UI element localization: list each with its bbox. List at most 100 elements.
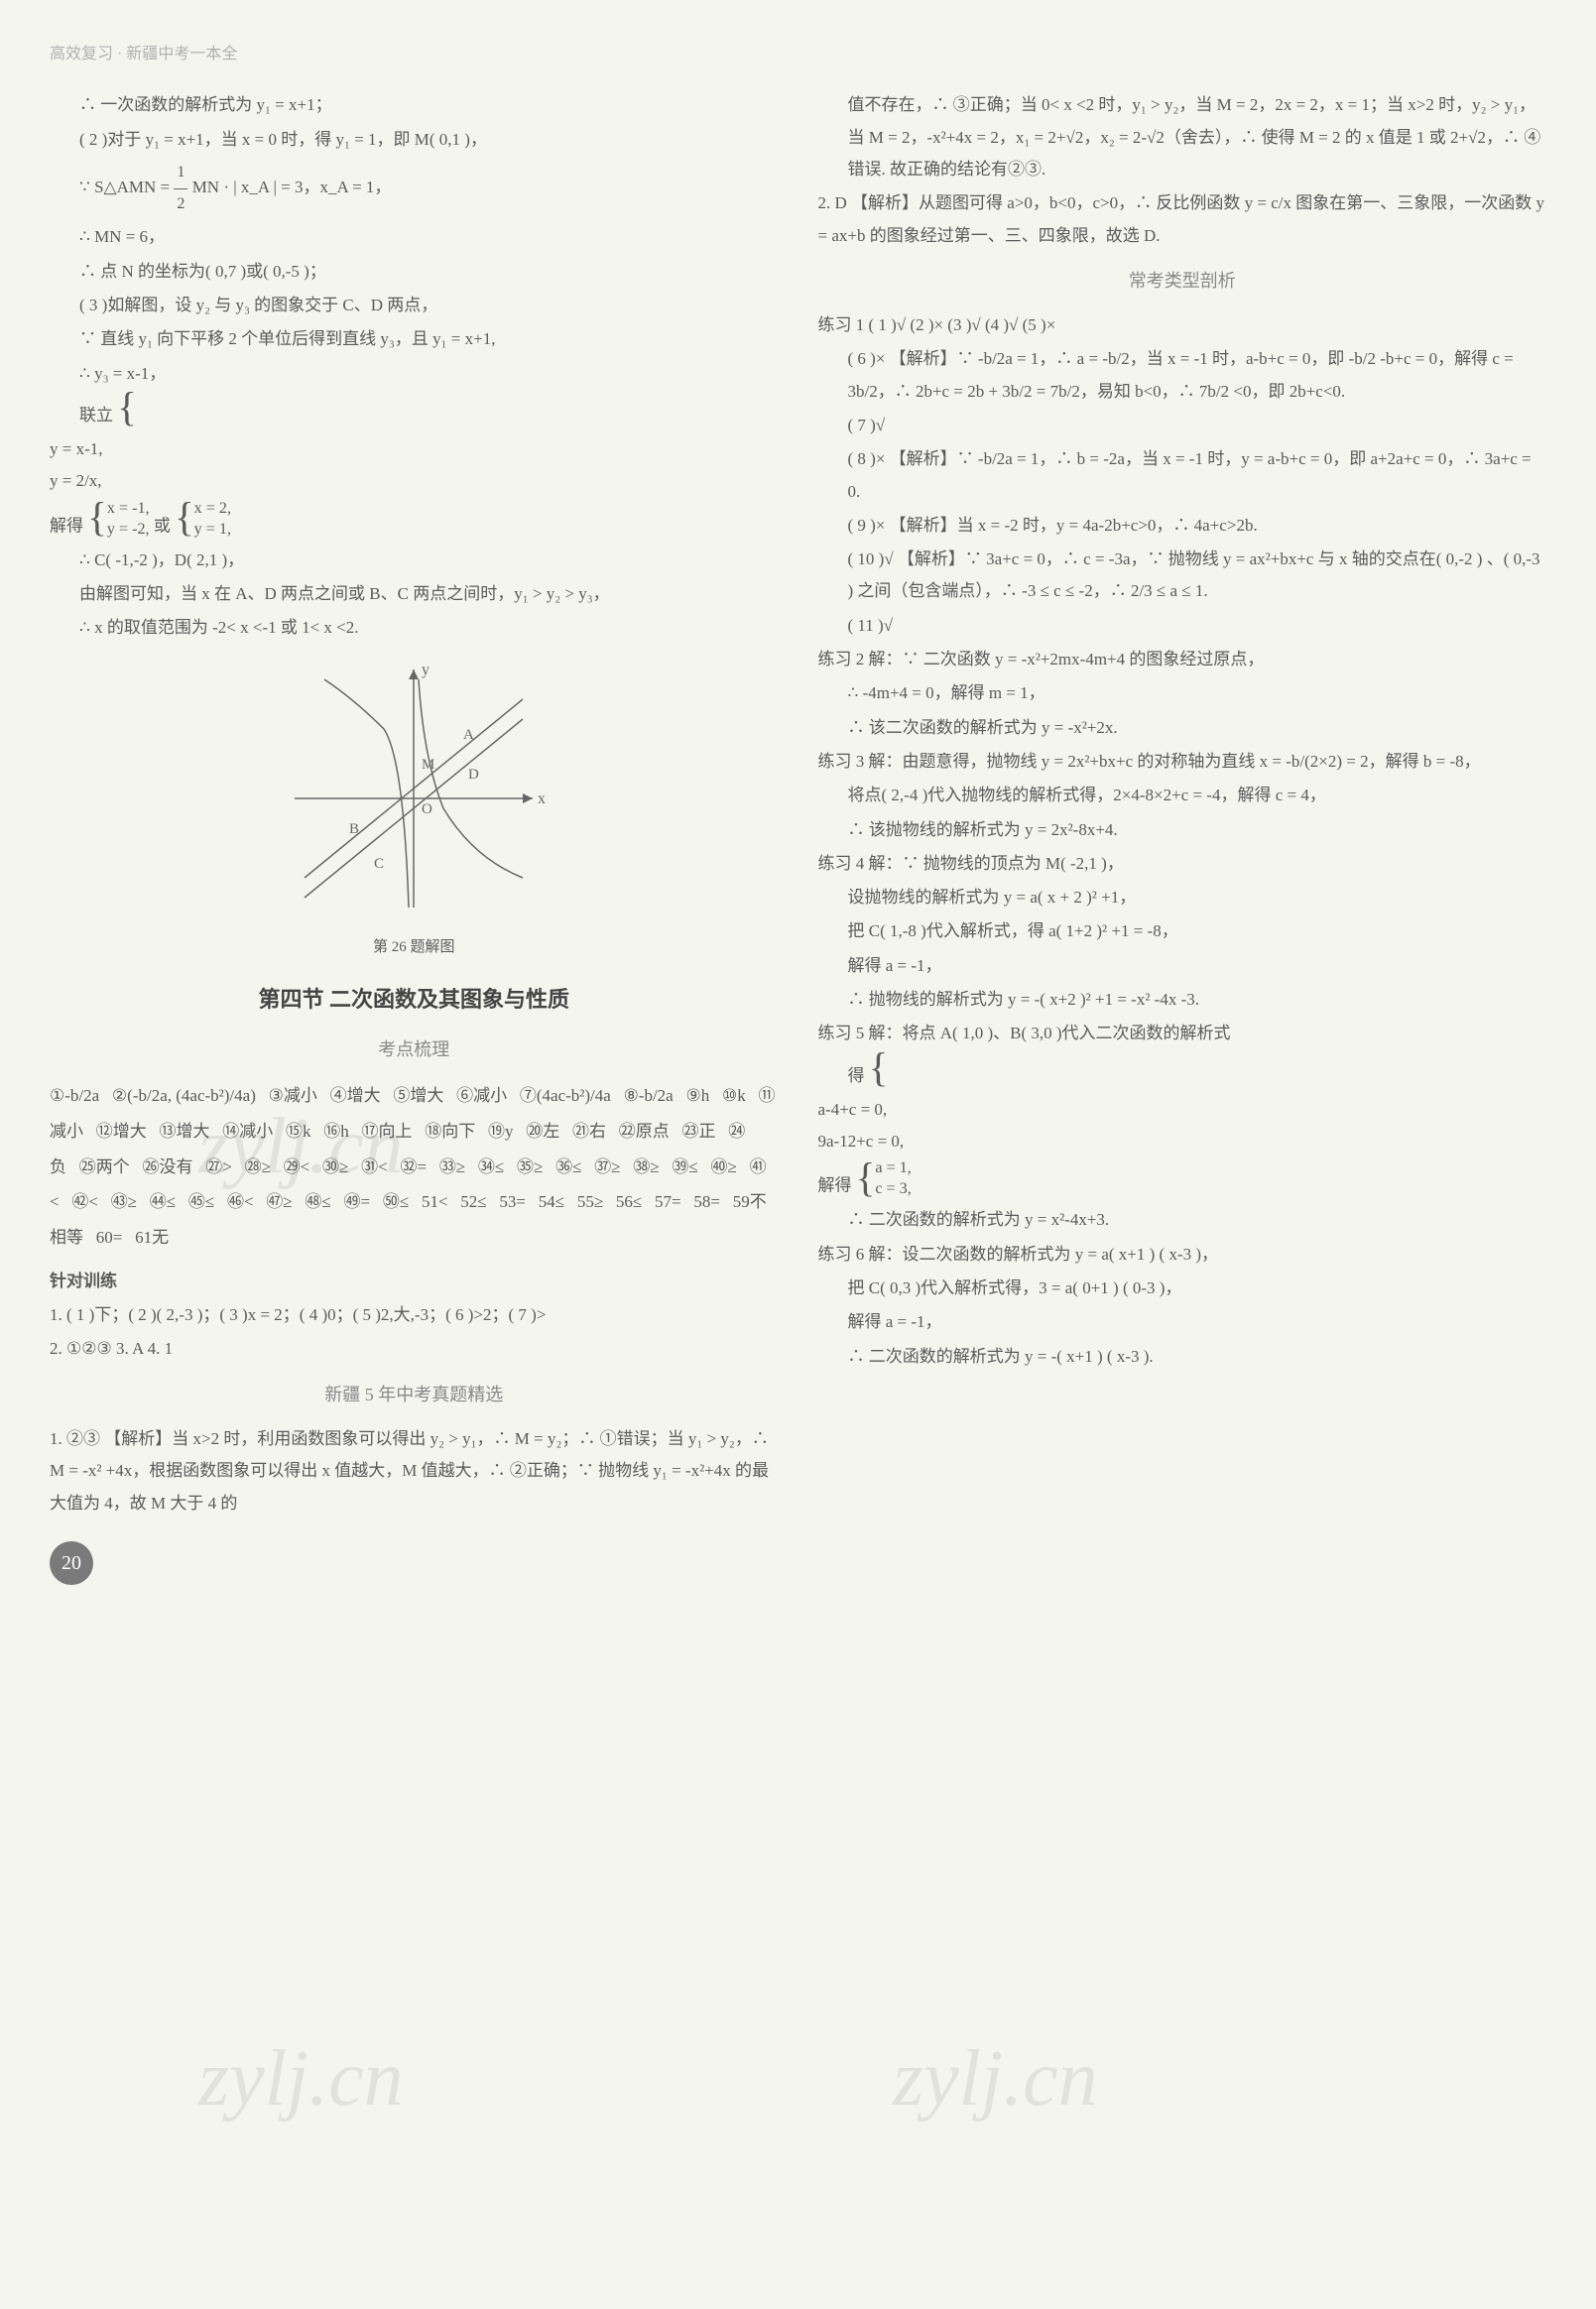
- watermark: zylj.cn: [893, 2004, 1098, 2154]
- kaodian-item: ㊲≥: [594, 1157, 633, 1176]
- kaodian-item: ㊱≤: [555, 1157, 594, 1176]
- kaodian-item: ㉛<: [361, 1157, 400, 1176]
- line: 练习 5 解：将点 A( 1,0 )、B( 3,0 )代入二次函数的解析式: [818, 1018, 1547, 1049]
- kaodian-item: ⑰向上: [362, 1122, 426, 1141]
- eq: a-4+c = 0,: [818, 1094, 1547, 1126]
- equation-system: {: [869, 1052, 889, 1085]
- kaodian-item: ⑮k: [286, 1122, 323, 1141]
- kaodian-item: ㉘≥: [245, 1157, 284, 1176]
- kaodian-item: ㊻<: [227, 1192, 266, 1211]
- kaodian-item: ㊴≤: [672, 1157, 710, 1176]
- text: ∵ S△AMN =: [79, 178, 170, 196]
- line: ∵ S△AMN = 1 2 MN · | x_A | = 3，x_A = 1，: [50, 158, 779, 219]
- kaodian-item: ㊺≤: [188, 1192, 227, 1211]
- line: ∴ 点 N 的坐标为( 0,7 )或( 0,-5 )；: [50, 256, 779, 288]
- kaodian-item: ㉚≥: [322, 1157, 361, 1176]
- watermark: zylj.cn: [198, 2004, 404, 2154]
- line: 把 C( 0,3 )代入解析式得，3 = a( 0+1 ) ( 0-3 )，: [818, 1273, 1547, 1304]
- kaodian-item: ㉙<: [284, 1157, 322, 1176]
- line: ∴ 抛物线的解析式为 y = -( x+2 )² +1 = -x² -4x -3…: [818, 984, 1547, 1016]
- kaodian-item: 57=: [655, 1192, 693, 1211]
- point-label: O: [422, 801, 432, 817]
- right-column: 值不存在，∴ ③正确；当 0< x <2 时，y₁ > y₂，当 M = 2，2…: [818, 89, 1547, 1520]
- kaodian-item: ⑯h: [323, 1122, 361, 1141]
- kaodian-item: ㊾=: [344, 1192, 383, 1211]
- kaodian-item: ㉓正: [682, 1122, 729, 1141]
- kaodian-item: ⑧-b/2a: [624, 1086, 686, 1105]
- line: ∴ MN = 6，: [50, 221, 779, 253]
- line: ( 8 )× 【解析】∵ -b/2a = 1，∴ b = -2a，当 x = -…: [818, 443, 1547, 508]
- zhendui-title: 针对训练: [50, 1266, 779, 1297]
- kaodian-item: ㉟≥: [517, 1157, 555, 1176]
- line: ( 10 )√ 【解析】∵ 3a+c = 0，∴ c = -3a，∵ 抛物线 y…: [818, 544, 1547, 608]
- line: ( 7 )√: [818, 410, 1547, 441]
- kaodian-item: ㉜=: [400, 1157, 438, 1176]
- kaodian-item: ㊽≤: [305, 1192, 343, 1211]
- line: 练习 4 解：∵ 抛物线的顶点为 M( -2,1 )，: [818, 848, 1547, 880]
- line: 练习 2 解：∵ 二次函数 y = -x²+2mx-4m+4 的图象经过原点，: [818, 644, 1547, 675]
- section-title: 第四节 二次函数及其图象与性质: [50, 979, 779, 1021]
- kaodian-list: ①-b/2a ②(-b/2a, (4ac-b²)/4a) ③减小 ④增大 ⑤增大…: [50, 1078, 779, 1255]
- kaodian-item: ⑩k: [722, 1086, 759, 1105]
- eq: y = x-1,: [50, 433, 779, 465]
- fraction: 1 2: [174, 158, 187, 219]
- kaodian-item: ⑬增大: [160, 1122, 223, 1141]
- kaodian-item: ㊸≥: [111, 1192, 150, 1211]
- left-column: ∴ 一次函数的解析式为 y₁ = x+1； ( 2 )对于 y₁ = x+1，当…: [50, 89, 779, 1520]
- eq: y = 1,: [194, 519, 231, 540]
- line: 联立 {: [50, 392, 779, 431]
- page-header: 高效复习 · 新疆中考一本全: [50, 40, 1546, 69]
- line: ( 2 )对于 y₁ = x+1，当 x = 0 时，得 y₁ = 1，即 M(…: [50, 124, 779, 156]
- equation-system: { a = 1, c = 3,: [856, 1157, 912, 1199]
- text: MN · | x_A | = 3，x_A = 1，: [192, 178, 392, 196]
- line: 得 {: [818, 1052, 1547, 1092]
- kaodian-item: 51<: [422, 1192, 460, 1211]
- text: 解得: [818, 1176, 852, 1195]
- axis-label-y: y: [422, 662, 430, 678]
- kaodian-item: 55≥: [577, 1192, 616, 1211]
- line: 值不存在，∴ ③正确；当 0< x <2 时，y₁ > y₂，当 M = 2，2…: [818, 89, 1547, 185]
- sub-title: 考点梳理: [50, 1033, 779, 1066]
- point-label: C: [374, 856, 384, 872]
- line: 1. ( 1 )下；( 2 )( 2,-3 )；( 3 )x = 2；( 4 )…: [50, 1299, 779, 1331]
- graph-figure: x y A D M O B C 第 26 题解图: [50, 660, 779, 962]
- line: 练习 1 ( 1 )√ (2 )× (3 )√ (4 )√ (5 )×: [818, 309, 1547, 341]
- eq: a = 1,: [875, 1157, 911, 1178]
- line: ( 9 )× 【解析】当 x = -2 时，y = 4a-2b+c>0，∴ 4a…: [818, 510, 1547, 542]
- kaodian-item: 58=: [693, 1192, 732, 1211]
- kaodian-item: ㊼≥: [266, 1192, 305, 1211]
- kaodian-item: 53=: [499, 1192, 538, 1211]
- kaodian-item: ㉞≤: [478, 1157, 517, 1176]
- kaodian-item: 61无: [135, 1228, 182, 1247]
- numerator: 1: [174, 158, 187, 189]
- kaodian-item: ⑲y: [488, 1122, 526, 1141]
- text: 得: [848, 1066, 865, 1085]
- eq: x = -1,: [107, 498, 150, 519]
- line: ∴ -4m+4 = 0，解得 m = 1，: [818, 677, 1547, 709]
- eq: x = 2,: [194, 498, 231, 519]
- figure-caption: 第 26 题解图: [50, 933, 779, 962]
- kaodian-item: ②(-b/2a, (4ac-b²)/4a): [112, 1086, 269, 1105]
- line: ∴ C( -1,-2 )，D( 2,1 )，: [50, 545, 779, 576]
- line: 把 C( 1,-8 )代入解析式，得 a( 1+2 )² +1 = -8，: [818, 915, 1547, 947]
- kaodian-item: ㉑右: [572, 1122, 619, 1141]
- line: ∴ y₃ = x-1，: [50, 358, 779, 390]
- sub-title: 新疆 5 年中考真题精选: [50, 1378, 779, 1411]
- eq: c = 3,: [875, 1178, 911, 1199]
- kaodian-item: ㉝≥: [439, 1157, 478, 1176]
- point-label: B: [349, 821, 359, 837]
- point-label: M: [422, 757, 434, 773]
- line: 1. ②③ 【解析】当 x>2 时，利用函数图象可以得出 y₂ > y₁，∴ M…: [50, 1423, 779, 1519]
- equation-system: {: [117, 392, 137, 425]
- line: ( 3 )如解图，设 y₂ 与 y₃ 的图象交于 C、D 两点，: [50, 290, 779, 321]
- line: ∴ x 的取值范围为 -2< x <-1 或 1< x <2.: [50, 612, 779, 644]
- kaodian-item: ⑥减小: [456, 1086, 520, 1105]
- eq: 9a-12+c = 0,: [818, 1126, 1547, 1157]
- kaodian-item: ⑫增大: [96, 1122, 160, 1141]
- line: 练习 3 解：由题意得，抛物线 y = 2x²+bx+c 的对称轴为直线 x =…: [818, 746, 1547, 778]
- kaodian-item: ④增大: [330, 1086, 394, 1105]
- text: 联立: [79, 406, 113, 425]
- kaodian-item: ⑤增大: [393, 1086, 456, 1105]
- line: 设抛物线的解析式为 y = a( x + 2 )² +1，: [818, 882, 1547, 913]
- equation-system: { x = -1, y = -2,: [87, 498, 149, 540]
